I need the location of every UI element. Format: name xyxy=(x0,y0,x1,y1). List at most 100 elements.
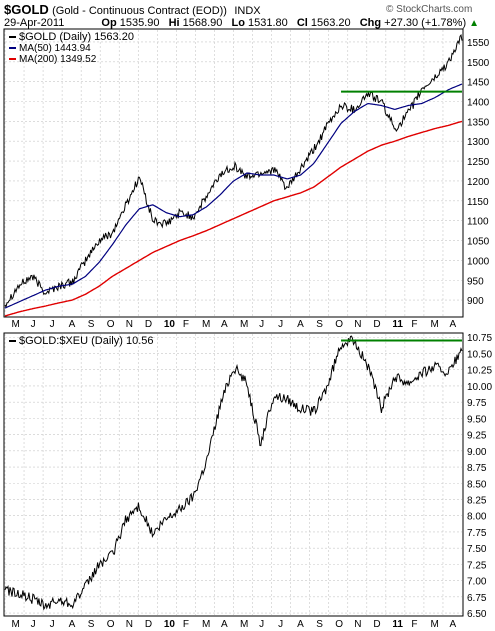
hi-label: Hi xyxy=(168,17,180,29)
bottom-y-tick-label: 10.25 xyxy=(467,366,492,377)
top-x-tick-label: O xyxy=(335,319,343,330)
top-x-tick-label: N xyxy=(126,319,133,330)
bottom-x-tick-label: A xyxy=(297,619,304,630)
bottom-legend: $GOLD:$XEU (Daily) 10.56 xyxy=(9,335,154,347)
top-x-tick-label: N xyxy=(354,319,361,330)
top-x-tick-label: D xyxy=(145,319,152,330)
bottom-x-tick-label: N xyxy=(126,619,133,630)
bottom-x-axis: M J J A S O N D 10 F M A M J J A S O N D 11 F M A xyxy=(12,619,457,630)
lo-label: Lo xyxy=(231,17,245,29)
top-x-tick-label: A xyxy=(449,319,456,330)
bottom-x-tick-label: M xyxy=(12,619,20,630)
gold-euro-line xyxy=(4,335,463,611)
top-y-tick-label: 1500 xyxy=(467,58,490,69)
top-y-tick-label: 1350 xyxy=(467,117,490,128)
top-y-tick-label: 950 xyxy=(467,276,484,287)
bottom-panel-frame xyxy=(3,332,464,617)
chg-value: +27.30 (+1.78%) xyxy=(384,17,467,29)
bottom-y-tick-label: 9.00 xyxy=(467,447,487,458)
top-x-tick-label: M xyxy=(240,319,248,330)
bottom-x-tick-label: A xyxy=(449,619,456,630)
legend-price: $GOLD (Daily) 1563.20 xyxy=(19,31,134,43)
gold-price-line xyxy=(4,33,463,309)
top-y-tick-label: 900 xyxy=(467,296,484,307)
top-x-tick-label: 10 xyxy=(164,319,176,330)
bottom-x-tick-label: O xyxy=(335,619,343,630)
top-x-tick-label: A xyxy=(69,319,76,330)
bottom-y-tick-label: 9.50 xyxy=(467,414,487,425)
bottom-x-tick-label: O xyxy=(107,619,115,630)
top-x-tick-label: A xyxy=(221,319,228,330)
top-x-tick-label: A xyxy=(297,319,304,330)
top-y-tick-label: 1450 xyxy=(467,78,490,89)
top-y-axis: 900 950 1000 1050 1100 1150 1200 1250 1300 1350 14… xyxy=(467,38,490,307)
top-x-axis: M J J A S O N D 10 F M A M J J A S O N D 11 F M A xyxy=(12,319,457,330)
chg-label: Chg xyxy=(359,17,382,29)
bottom-x-tick-label: N xyxy=(354,619,361,630)
bottom-y-tick-label: 8.75 xyxy=(467,463,487,474)
top-x-tick-label: O xyxy=(107,319,115,330)
top-legend: $GOLD (Daily) 1563.20 MA(50) 1443.94 MA(… xyxy=(9,31,134,65)
bottom-x-tick-label: D xyxy=(373,619,380,630)
top-y-tick-label: 1300 xyxy=(467,137,490,148)
bottom-y-tick-label: 10.75 xyxy=(467,333,492,344)
description: (Gold - Continuous Contract (EOD)) xyxy=(52,5,227,17)
top-x-tick-label: M xyxy=(12,319,20,330)
cl-value: 1563.20 xyxy=(310,17,351,29)
top-x-tick-label: M xyxy=(202,319,210,330)
hi-value: 1568.90 xyxy=(182,17,223,29)
legend-ma200: MA(200) 1349.52 xyxy=(19,54,97,65)
watermark: © StockCharts.com xyxy=(386,4,473,15)
bottom-x-tick-label: F xyxy=(183,619,189,630)
top-x-tick-label: S xyxy=(316,319,323,330)
bottom-y-tick-label: 6.50 xyxy=(467,609,487,620)
top-y-tick-label: 1400 xyxy=(467,98,490,109)
top-x-tick-label: J xyxy=(31,319,36,330)
top-x-tick-label: 11 xyxy=(392,319,403,330)
top-series xyxy=(4,33,463,317)
bottom-y-tick-label: 7.50 xyxy=(467,544,487,555)
bottom-x-tick-label: A xyxy=(221,619,228,630)
bottom-y-axis: 6.50 6.75 7.00 7.25 7.50 7.75 8.00 8.25 8.50 8.75… xyxy=(467,333,492,620)
top-y-tick-label: 1200 xyxy=(467,177,490,188)
top-x-tick-label: J xyxy=(278,319,283,330)
bottom-y-tick-label: 9.25 xyxy=(467,431,487,442)
bottom-x-tick-label: J xyxy=(31,619,36,630)
quote-date: 29-Apr-2011 xyxy=(4,17,65,29)
top-x-tick-label: F xyxy=(411,319,417,330)
bottom-x-tick-label: M xyxy=(430,619,438,630)
quote-line: 29-Apr-2011 Op 1535.90 Hi 1568.90 Lo 153… xyxy=(4,17,479,29)
top-y-tick-label: 1250 xyxy=(467,157,490,168)
ma50-line xyxy=(4,83,463,309)
bottom-series xyxy=(4,335,463,611)
bottom-y-tick-label: 9.75 xyxy=(467,398,487,409)
top-x-tick-label: M xyxy=(430,319,438,330)
legend-ma50: MA(50) 1443.94 xyxy=(19,43,91,54)
top-y-tick-label: 1050 xyxy=(467,237,490,248)
bottom-y-tick-label: 7.75 xyxy=(467,528,487,539)
top-x-tick-label: D xyxy=(373,319,380,330)
bottom-x-tick-label: M xyxy=(240,619,248,630)
top-x-tick-label: J xyxy=(259,319,264,330)
top-y-tick-label: 1550 xyxy=(467,38,490,49)
top-x-tick-label: F xyxy=(183,319,189,330)
top-grid xyxy=(4,30,462,316)
bottom-x-tick-label: 11 xyxy=(392,619,403,630)
top-x-tick-label: S xyxy=(88,319,95,330)
bottom-x-tick-label: M xyxy=(202,619,210,630)
bottom-x-tick-label: S xyxy=(316,619,323,630)
op-value: 1535.90 xyxy=(119,17,160,29)
lo-value: 1531.80 xyxy=(247,17,288,29)
bottom-x-tick-label: S xyxy=(88,619,95,630)
exchange: INDX xyxy=(234,5,261,17)
legend-ratio: $GOLD:$XEU (Daily) 10.56 xyxy=(19,335,154,347)
bottom-x-tick-label: 10 xyxy=(164,619,176,630)
bottom-y-tick-label: 8.00 xyxy=(467,512,487,523)
top-y-tick-label: 1100 xyxy=(467,217,489,228)
bottom-y-tick-label: 7.25 xyxy=(467,560,487,571)
bottom-grid xyxy=(4,334,462,615)
top-y-tick-label: 1000 xyxy=(467,256,490,267)
bottom-x-tick-label: A xyxy=(69,619,76,630)
up-arrow-icon: ▲ xyxy=(469,18,480,29)
